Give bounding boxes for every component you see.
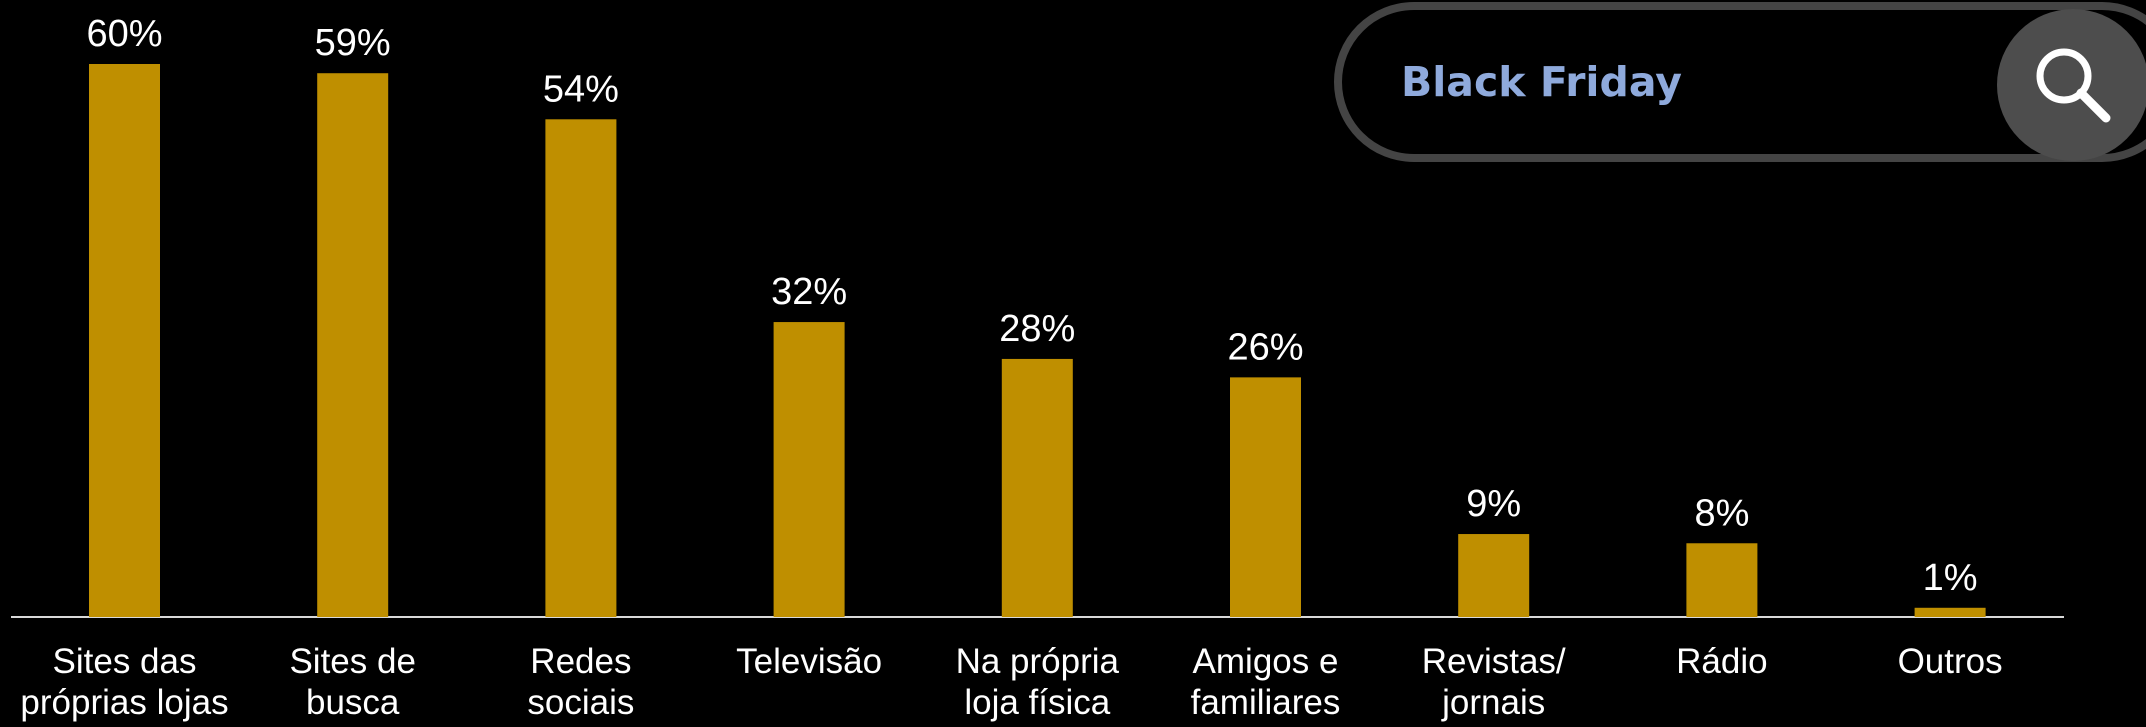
search-query[interactable]: Black Friday: [1401, 58, 1682, 106]
data-label: 26%: [1227, 326, 1303, 368]
bar: [1458, 534, 1530, 617]
x-tick-label: Na própria loja física: [955, 642, 1119, 722]
x-tick-label: Televisão: [736, 642, 883, 681]
bar: [317, 73, 389, 617]
bar: [773, 322, 845, 617]
bar: [1686, 543, 1758, 617]
search-icon-handle: [2076, 88, 2111, 123]
x-tick-label: Amigos e familiares: [1190, 642, 1341, 722]
x-tick-label: Rádio: [1676, 642, 1768, 681]
bar: [1914, 607, 1986, 617]
data-label: 60%: [86, 13, 162, 55]
bar: [545, 119, 617, 618]
x-tick-label: Outros: [1897, 642, 2003, 681]
data-label: 1%: [1923, 557, 1978, 599]
data-label: 9%: [1466, 483, 1521, 525]
search-button[interactable]: [1997, 9, 2146, 161]
bar: [89, 64, 160, 617]
data-label: 28%: [999, 308, 1075, 350]
data-label: 54%: [543, 68, 619, 110]
bar: [1001, 358, 1073, 617]
x-tick-label: Revistas/ jornais: [1421, 642, 1566, 722]
data-label: 32%: [771, 271, 847, 313]
x-tick-label: Redes sociais: [527, 642, 635, 722]
data-label: 59%: [315, 22, 391, 64]
x-tick-label: Sites de busca: [289, 642, 416, 722]
x-tick-label: Sites das próprias lojas: [20, 642, 229, 722]
data-label: 8%: [1694, 492, 1749, 534]
search-box[interactable]: [1334, 2, 2146, 162]
bar: [1230, 377, 1301, 617]
search-icon: [2036, 48, 2092, 104]
